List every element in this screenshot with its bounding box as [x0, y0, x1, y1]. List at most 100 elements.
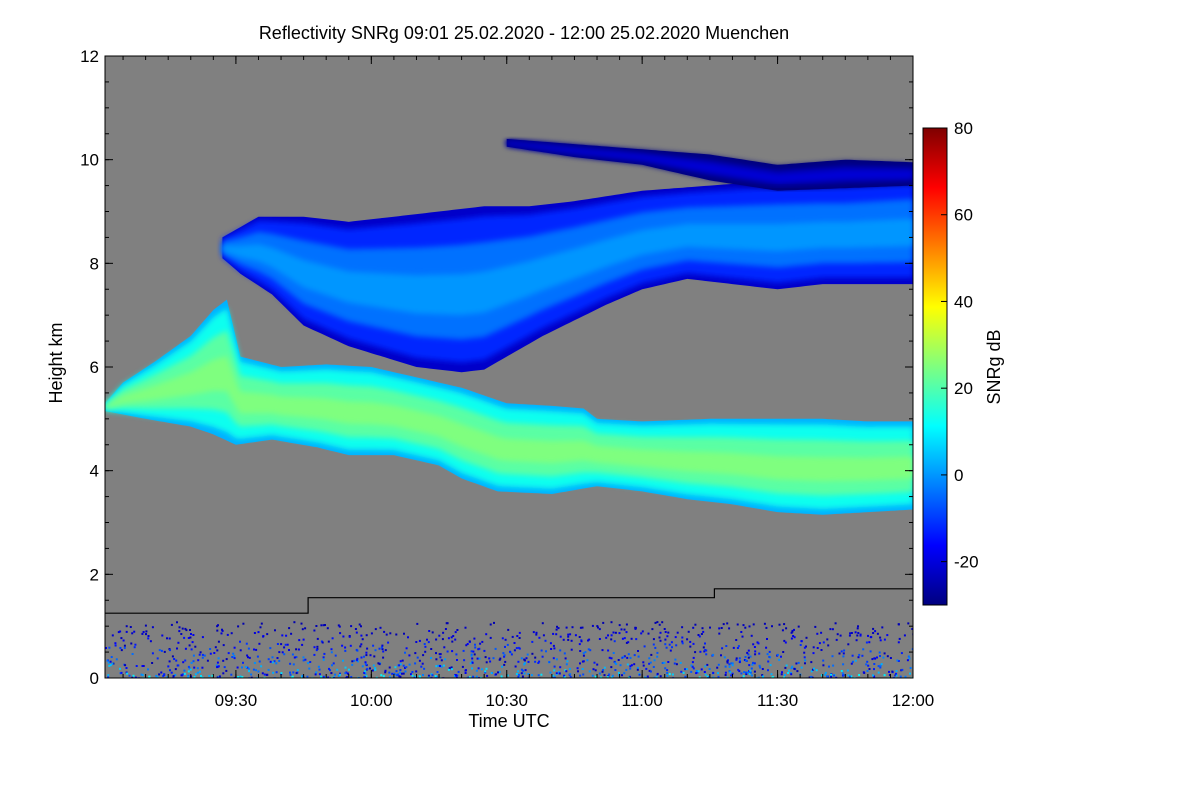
- clutter-pixel: [704, 665, 707, 668]
- clutter-pixel: [602, 621, 605, 624]
- clutter-pixel: [351, 663, 354, 666]
- clutter-pixel: [785, 627, 788, 630]
- clutter-pixel: [540, 649, 543, 652]
- clutter-pixel: [652, 666, 655, 668]
- clutter-pixel: [582, 654, 585, 657]
- clutter-pixel: [633, 654, 636, 657]
- clutter-pixel: [566, 660, 569, 663]
- clutter-pixel: [568, 667, 571, 670]
- clutter-pixel: [302, 659, 305, 662]
- clutter-pixel: [894, 674, 897, 677]
- clutter-pixel: [180, 674, 183, 677]
- clutter-pixel: [841, 672, 844, 675]
- clutter-pixel: [552, 657, 555, 660]
- clutter-pixel: [411, 674, 414, 677]
- clutter-pixel: [579, 626, 582, 629]
- clutter-pixel: [405, 647, 408, 650]
- clutter-pixel: [520, 672, 523, 675]
- clutter-pixel: [840, 670, 843, 672]
- clutter-pixel: [328, 667, 330, 670]
- clutter-pixel: [797, 661, 800, 664]
- clutter-pixel: [289, 671, 291, 674]
- clutter-pixel: [829, 628, 832, 631]
- clutter-pixel: [614, 631, 617, 634]
- clutter-pixel: [893, 676, 895, 678]
- clutter-pixel: [383, 630, 386, 633]
- clutter-pixel: [850, 632, 853, 634]
- clutter-pixel: [333, 676, 336, 678]
- clutter-pixel: [680, 670, 683, 673]
- clutter-pixel: [246, 654, 249, 657]
- clutter-pixel: [858, 653, 861, 656]
- clutter-pixel: [196, 671, 199, 674]
- clutter-pixel: [304, 627, 307, 630]
- clutter-pixel: [538, 660, 541, 663]
- clutter-pixel: [407, 636, 409, 639]
- clutter-pixel: [439, 656, 442, 659]
- clutter-pixel: [871, 658, 874, 661]
- clutter-pixel: [857, 656, 860, 659]
- clutter-pixel: [785, 664, 788, 667]
- clutter-pixel: [826, 638, 829, 641]
- clutter-pixel: [720, 654, 722, 657]
- clutter-pixel: [347, 672, 349, 675]
- clutter-pixel: [158, 649, 161, 652]
- clutter-pixel: [141, 674, 144, 677]
- clutter-pixel: [753, 670, 756, 673]
- clutter-pixel: [593, 661, 596, 664]
- x-tick-label: 10:30: [485, 691, 528, 710]
- clutter-pixel: [656, 655, 659, 658]
- clutter-pixel: [549, 671, 552, 674]
- clutter-pixel: [653, 676, 656, 678]
- clutter-pixel: [897, 660, 900, 662]
- clutter-pixel: [337, 674, 340, 677]
- clutter-pixel: [239, 640, 241, 643]
- clutter-pixel: [757, 676, 760, 678]
- clutter-pixel: [318, 673, 321, 676]
- clutter-pixel: [637, 655, 640, 658]
- cloud-lower-layer: [105, 299, 913, 515]
- clutter-pixel: [200, 675, 202, 677]
- clutter-pixel: [877, 665, 880, 668]
- clutter-pixel: [521, 675, 524, 678]
- clutter-pixel: [194, 645, 197, 648]
- clutter-pixel: [466, 676, 469, 678]
- clutter-pixel: [623, 655, 626, 658]
- clutter-pixel: [834, 622, 837, 625]
- clutter-pixel: [618, 624, 621, 627]
- clutter-pixel: [470, 650, 473, 653]
- clutter-pixel: [295, 672, 298, 675]
- clutter-pixel: [541, 655, 544, 658]
- clutter-pixel: [217, 665, 220, 668]
- clutter-pixel: [430, 657, 432, 659]
- colorbar-label: SNRg dB: [984, 329, 1004, 404]
- clutter-pixel: [879, 636, 882, 639]
- clutter-pixel: [245, 666, 248, 668]
- clutter-pixel: [665, 646, 668, 649]
- clutter-pixel: [387, 641, 390, 644]
- clutter-pixel: [250, 676, 253, 678]
- clutter-pixel: [740, 672, 743, 675]
- clutter-pixel: [474, 646, 477, 649]
- clutter-pixel: [448, 667, 451, 670]
- clutter-pixel: [334, 673, 337, 676]
- clutter-pixel: [598, 628, 601, 631]
- clutter-pixel: [168, 660, 171, 663]
- clutter-pixel: [297, 648, 300, 651]
- clutter-pixel: [260, 665, 263, 668]
- clutter-pixel: [610, 657, 613, 660]
- clutter-pixel: [374, 667, 377, 669]
- clutter-pixel: [674, 636, 677, 639]
- clutter-pixel: [271, 656, 274, 659]
- clutter-pixel: [651, 628, 654, 631]
- clutter-pixel: [749, 669, 752, 672]
- clutter-pixel: [314, 673, 317, 676]
- clutter-pixel: [750, 671, 752, 674]
- clutter-pixel: [888, 670, 890, 673]
- clutter-pixel: [747, 656, 750, 659]
- clutter-pixel: [833, 674, 835, 677]
- clutter-pixel: [689, 640, 692, 643]
- clutter-pixel: [360, 625, 362, 628]
- clutter-pixel: [570, 648, 573, 651]
